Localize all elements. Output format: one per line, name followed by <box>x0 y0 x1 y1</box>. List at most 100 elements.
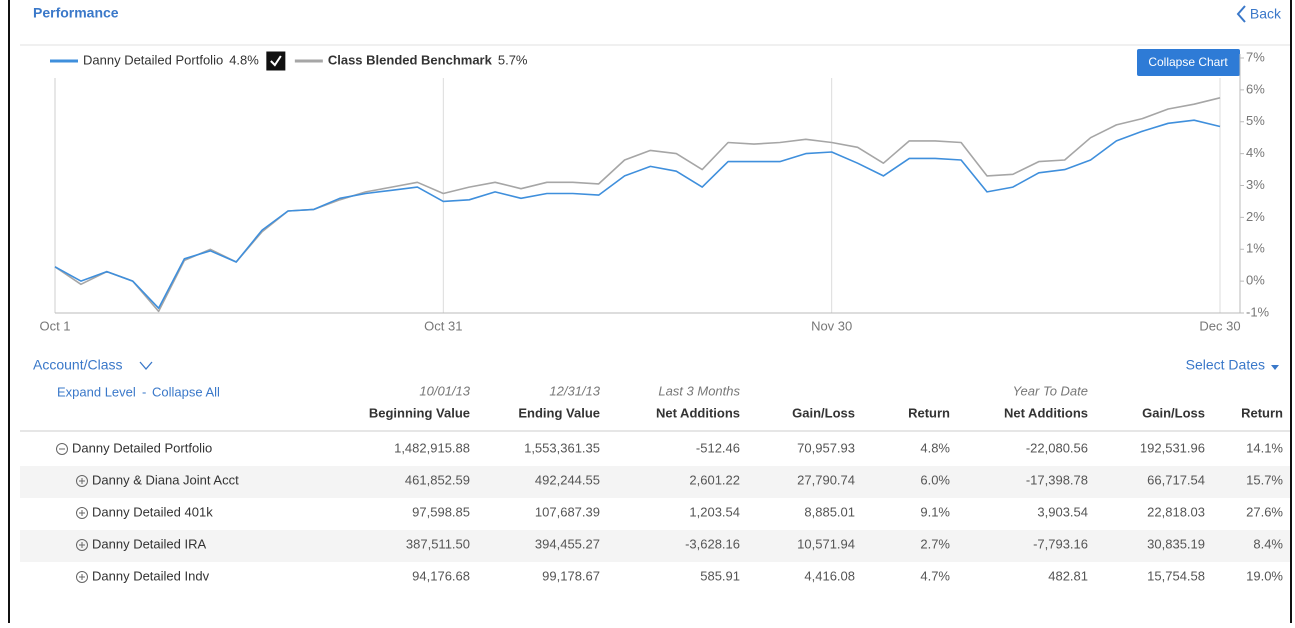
group-header: Last 3 Months <box>658 383 740 398</box>
cell: -22,080.56 <box>1026 440 1088 455</box>
cell: 94,176.68 <box>412 568 470 583</box>
checkmark[interactable] <box>270 55 282 67</box>
cell: 70,957.93 <box>797 440 855 455</box>
cell: 394,455.27 <box>535 536 600 551</box>
row-name: Danny Detailed Indv <box>92 568 210 583</box>
cell: 10,571.94 <box>797 536 855 551</box>
cell: 30,835.19 <box>1147 536 1205 551</box>
cell: 461,852.59 <box>405 472 470 487</box>
y-tick-label: 2% <box>1246 209 1265 224</box>
select-dates-caret[interactable] <box>1271 365 1279 370</box>
y-tick-label: 1% <box>1246 241 1265 256</box>
table: 10/01/13 12/31/13 Last 3 Months Year To Dat… <box>20 383 1290 583</box>
select-dates[interactable]: Select Dates <box>1186 357 1265 373</box>
x-tick-label: Oct 31 <box>424 318 462 333</box>
column-header: Return <box>1241 405 1283 420</box>
legend-label: Danny Detailed Portfolio <box>83 52 223 67</box>
row-toggle[interactable] <box>76 507 88 519</box>
legend: Danny Detailed Portfolio 4.8% Class Blende… <box>50 51 528 71</box>
cell: 585.91 <box>700 568 740 583</box>
cell: -17,398.78 <box>1026 472 1088 487</box>
x-tick-label: Nov 30 <box>811 318 852 333</box>
column-header: Return <box>908 405 950 420</box>
cell: 2.7% <box>920 536 950 551</box>
cell: 15.7% <box>1246 472 1283 487</box>
collapse-chart-label[interactable]: Collapse Chart <box>1148 55 1228 69</box>
cell: 8,885.01 <box>804 504 855 519</box>
collapse-chart-button[interactable] <box>1137 49 1240 76</box>
y-tick-label: 6% <box>1246 81 1265 96</box>
cell: 387,511.50 <box>406 536 470 551</box>
group-header: 10/01/13 <box>419 383 470 398</box>
cell: 66,717.54 <box>1147 472 1205 487</box>
collapse-all[interactable]: Collapse All <box>152 384 220 399</box>
cell: 482.81 <box>1048 568 1088 583</box>
back-icon[interactable] <box>1236 5 1246 23</box>
chart: Oct 1 Oct 31 Nov 30 Dec 30 -1% 0% 1% 2% 3% 4% 5% 6%… <box>39 49 1269 333</box>
legend-return: 5.7% <box>498 52 528 67</box>
series-line <box>54 119 1221 309</box>
column-header: Beginning Value <box>369 405 470 420</box>
column-header: Ending Value <box>518 405 600 420</box>
y-tick-label: 4% <box>1246 145 1265 160</box>
cell: 1,482,915.88 <box>394 440 470 455</box>
y-tick-label: 3% <box>1246 177 1265 192</box>
legend-label: Class Blended Benchmark <box>328 52 493 67</box>
cell: 19.0% <box>1246 568 1283 583</box>
row-toggle[interactable] <box>76 571 88 583</box>
back-link[interactable]: Back <box>1250 6 1282 22</box>
cell: 492,244.55 <box>535 472 600 487</box>
cell: 97,598.85 <box>412 504 470 519</box>
cell: 99,178.67 <box>542 568 600 583</box>
row-name: Danny Detailed Portfolio <box>72 440 212 455</box>
cell: 107,687.39 <box>535 504 600 519</box>
cell: 4.7% <box>920 568 950 583</box>
cell: 4,416.08 <box>804 568 855 583</box>
page-title: Performance <box>33 5 119 21</box>
cell: 2,601.22 <box>689 472 740 487</box>
cell: 22,818.03 <box>1147 504 1205 519</box>
cell: 27,790.74 <box>797 472 855 487</box>
y-tick-label: 0% <box>1246 273 1265 288</box>
account-selector[interactable]: Account/Class <box>33 357 122 373</box>
cell: 27.6% <box>1246 504 1283 519</box>
row-shading <box>20 530 1290 562</box>
x-tick-label: Dec 30 <box>1199 318 1240 333</box>
legend-return: 4.8% <box>229 52 259 67</box>
cell: 6.0% <box>920 472 950 487</box>
cell: 14.1% <box>1246 440 1283 455</box>
group-header: Year To Date <box>1013 383 1088 398</box>
column-header: Net Additions <box>656 405 740 420</box>
x-tick-label: Oct 1 <box>39 318 70 333</box>
row-toggle[interactable] <box>76 539 88 551</box>
legend-checkbox[interactable] <box>266 51 286 71</box>
cell: 15,754.58 <box>1147 568 1205 583</box>
y-tick-label: 5% <box>1246 113 1265 128</box>
cell: 192,531.96 <box>1140 440 1205 455</box>
dropdown-chevron[interactable] <box>139 361 153 370</box>
y-tick-label: 7% <box>1246 49 1265 64</box>
link-separator: - <box>142 384 146 399</box>
cell: 1,203.54 <box>689 504 740 519</box>
cell: -7,793.16 <box>1033 536 1088 551</box>
row-toggle[interactable] <box>76 475 88 487</box>
column-header: Gain/Loss <box>1142 405 1205 420</box>
column-header: Net Additions <box>1004 405 1088 420</box>
cell: 9.1% <box>920 504 950 519</box>
y-tick-label: -1% <box>1246 304 1270 319</box>
cell: -3,628.16 <box>685 536 740 551</box>
row-toggle[interactable] <box>56 443 68 455</box>
group-header: 12/31/13 <box>549 383 600 398</box>
cell: 8.4% <box>1253 536 1283 551</box>
cell: 4.8% <box>920 440 950 455</box>
row-shading <box>20 466 1290 498</box>
expand-level[interactable]: Expand Level <box>57 384 136 399</box>
row-name: Danny Detailed 401k <box>92 504 213 519</box>
cell: 3,903.54 <box>1037 504 1088 519</box>
cell: 1,553,361.35 <box>524 440 600 455</box>
cell: -512.46 <box>696 440 740 455</box>
row-name: Danny & Diana Joint Acct <box>92 472 239 487</box>
